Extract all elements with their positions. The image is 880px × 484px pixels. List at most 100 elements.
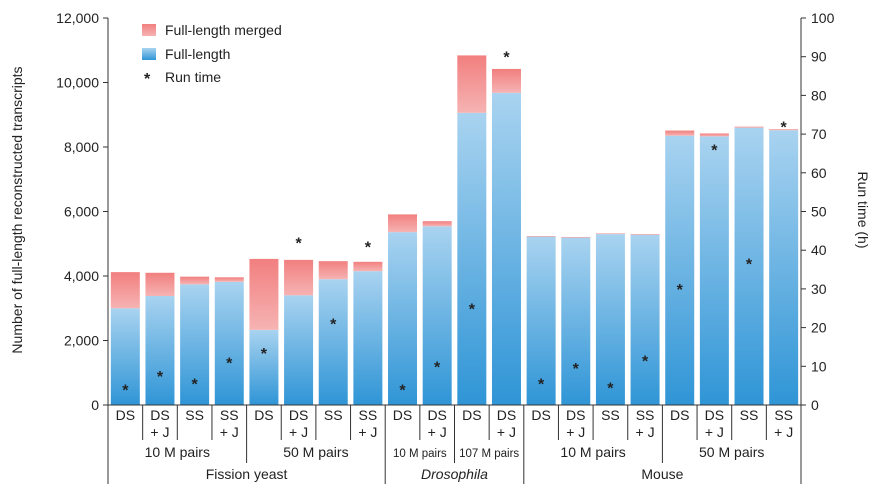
bar-full-length xyxy=(665,135,695,405)
run-time-marker: * xyxy=(434,359,441,376)
legend-swatch-full-length-merged xyxy=(142,24,156,36)
category-label: SS xyxy=(359,407,378,423)
axes-layer: 0 2,000 4,000 6,000 8,000 10,000 12,000 0 10 20 30… xyxy=(56,10,834,413)
category-label-suffix: + J xyxy=(497,424,516,440)
bar-full-length xyxy=(769,130,799,406)
bar-full-length-merged xyxy=(388,214,418,233)
subgroup-label: 10 M pairs xyxy=(560,444,625,460)
legend-swatch-full-length xyxy=(142,48,156,60)
bar-full-length-merged xyxy=(145,272,175,296)
bar-full-length xyxy=(214,281,244,405)
category-label: SS xyxy=(774,407,793,423)
bar-full-length xyxy=(457,112,487,405)
bar-full-length-merged xyxy=(769,129,799,131)
bar-full-length-merged xyxy=(249,258,279,330)
category-label: SS xyxy=(740,407,759,423)
bar-full-length xyxy=(561,237,591,405)
y2-tick-label: 70 xyxy=(811,126,827,142)
bar-full-length-merged xyxy=(180,276,210,285)
bar-full-length xyxy=(526,236,556,405)
bar-full-length xyxy=(145,295,175,405)
run-time-marker: * xyxy=(295,235,302,252)
run-time-markers-layer: * * * * * * * * * * * * * * * * * * * * xyxy=(122,50,787,400)
run-time-marker: * xyxy=(573,361,580,378)
category-label: DS xyxy=(116,407,135,423)
bar-full-length xyxy=(318,279,348,405)
run-time-marker: * xyxy=(157,369,164,386)
y-tick-label: 8,000 xyxy=(64,139,99,155)
legend: Full-length merged Full-length * Run tim… xyxy=(142,22,282,88)
run-time-marker: * xyxy=(261,346,268,363)
bar-full-length-merged xyxy=(665,130,695,136)
bar-full-length-merged xyxy=(457,55,487,113)
y2-tick-label: 100 xyxy=(811,10,835,26)
bar-full-length-merged xyxy=(353,261,383,272)
run-time-marker: * xyxy=(781,119,788,136)
bar-full-length xyxy=(180,284,210,405)
bar-full-length-merged xyxy=(214,277,244,282)
category-label: DS xyxy=(566,407,585,423)
category-label-suffix: + J xyxy=(774,424,793,440)
bar-full-length xyxy=(353,271,383,405)
y2-tick-label: 10 xyxy=(811,358,827,374)
run-time-marker: * xyxy=(538,377,545,394)
run-time-marker: * xyxy=(607,381,614,398)
category-label-suffix: + J xyxy=(705,424,724,440)
bar-full-length-merged xyxy=(284,259,314,296)
run-time-marker: * xyxy=(503,50,510,67)
legend-label-run-time: Run time xyxy=(165,69,221,85)
y-tick-label: 0 xyxy=(91,397,99,413)
bar-full-length xyxy=(630,234,660,405)
bar-full-length xyxy=(422,226,452,405)
legend-label-full-length: Full-length xyxy=(165,46,230,62)
group-label: Fission yeast xyxy=(206,466,288,482)
bar-full-length-merged xyxy=(630,234,660,235)
category-label: SS xyxy=(185,407,204,423)
category-label-suffix: + J xyxy=(220,424,239,440)
run-time-marker: * xyxy=(226,355,233,372)
subgroup-label: 10 M pairs xyxy=(145,444,210,460)
y-axis-title: Number of full-length reconstructed tran… xyxy=(9,66,25,353)
subgroup-label: 107 M pairs xyxy=(459,448,519,460)
bar-full-length xyxy=(595,234,625,405)
subgroup-label: 50 M pairs xyxy=(283,444,348,460)
y2-tick-label: 30 xyxy=(811,281,827,297)
y-tick-label: 6,000 xyxy=(64,204,99,220)
category-label: DS xyxy=(497,407,516,423)
bar-full-length-merged xyxy=(318,261,348,280)
bar-full-length-merged xyxy=(699,133,729,137)
legend-label-full-length-merged: Full-length merged xyxy=(165,22,282,38)
y2-tick-label: 60 xyxy=(811,165,827,181)
y2-tick-label: 20 xyxy=(811,320,827,336)
bar-full-length-merged xyxy=(491,68,521,93)
category-label: SS xyxy=(220,407,239,423)
bar-full-length xyxy=(699,136,729,406)
category-label: DS xyxy=(670,407,689,423)
category-label: DS xyxy=(427,407,446,423)
category-label-suffix: + J xyxy=(358,424,377,440)
run-time-marker: * xyxy=(330,317,337,334)
category-label-suffix: + J xyxy=(566,424,585,440)
group-label: Drosophila xyxy=(421,466,488,482)
y-tick-label: 2,000 xyxy=(64,333,99,349)
category-label: SS xyxy=(636,407,655,423)
category-label: DS xyxy=(254,407,273,423)
bar-full-length xyxy=(734,127,764,406)
category-label: SS xyxy=(324,407,343,423)
category-label: SS xyxy=(601,407,620,423)
subgroup-label: 50 M pairs xyxy=(699,444,764,460)
category-label: DS xyxy=(393,407,412,423)
run-time-marker: * xyxy=(469,301,476,318)
run-time-marker: * xyxy=(399,383,406,400)
y2-tick-label: 90 xyxy=(811,49,827,65)
bar-full-length-merged xyxy=(526,236,556,237)
category-label: DS xyxy=(462,407,481,423)
bar-full-length xyxy=(110,308,140,405)
bar-full-length-merged xyxy=(110,272,140,309)
run-time-marker: * xyxy=(711,143,718,160)
y2-axis-title: Run time (h) xyxy=(855,171,871,248)
legend-marker-run-time: * xyxy=(144,71,151,88)
bar-full-length-merged xyxy=(734,126,764,128)
bar-full-length-merged xyxy=(561,236,591,238)
category-label-suffix: + J xyxy=(428,424,447,440)
